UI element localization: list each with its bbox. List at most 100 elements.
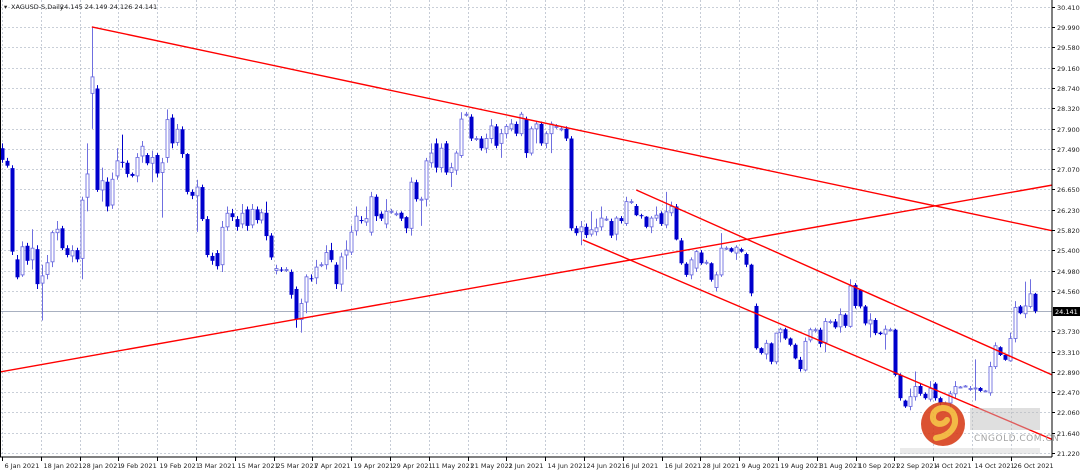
candle-bullish [85,143,90,212]
candle-bullish [509,119,514,132]
candle-body [170,117,175,144]
time-tick-label: 18 Jan 2021 [44,462,83,470]
candle-body [913,386,918,398]
candle-bullish [669,201,674,217]
candle-bullish [848,279,853,328]
price-tick-label: 29.160 [1057,65,1080,73]
candle-bearish [978,386,983,392]
trendlines[interactable] [0,26,1052,441]
candle-bullish [629,199,634,205]
candle-bearish [414,179,419,202]
candle-body [195,186,200,197]
candle-bullish [20,241,25,277]
candle-body [973,387,978,390]
candle-body [1028,293,1033,307]
collapse-arrow-icon[interactable]: ▾ [4,3,8,11]
candle-body [818,329,823,344]
candle-body [185,154,190,192]
candle-bearish [893,328,898,377]
candle-bullish [160,157,165,218]
candle-bearish [359,216,364,224]
candle-bullish [225,206,230,231]
candle-body [963,385,968,388]
candle-bearish [5,157,10,168]
current-price-label: 24.141 [1053,307,1080,316]
time-tick-label: 11 May 2021 [432,462,474,470]
candle-bullish [474,136,479,141]
candle-bullish [449,162,454,188]
candle-body [659,213,664,224]
candle-bearish [279,267,284,272]
candle-body [764,342,769,355]
candle-body [289,271,294,295]
price-tick-label: 25.820 [1057,227,1080,235]
candle-body [60,228,65,249]
price-tick-label: 22.470 [1057,389,1080,397]
candle-body [988,366,993,394]
time-tick-label: 3 Mar 2021 [199,462,236,470]
grid [0,0,1052,457]
candle-body [759,348,764,354]
price-tick-label: 29.580 [1057,44,1080,52]
price-tick-label: 24.980 [1057,268,1080,276]
candle-bullish [499,128,504,158]
candles [0,26,1038,411]
candle-bullish [55,221,60,241]
candle-body [499,133,504,144]
candle-bullish [1023,281,1028,319]
candle-bullish [439,143,444,173]
candle-body [135,156,140,177]
time-tick-label: 19 Aug 2021 [781,462,823,470]
candle-body [399,212,404,219]
candle-bearish [105,177,110,212]
candle-body [933,383,938,399]
candle-bearish [749,263,754,297]
candle-body [529,128,534,154]
candle-bullish [304,274,309,314]
candle-body [160,162,165,173]
candle-bullish [973,359,978,401]
candle-bullish [664,191,669,229]
time-tick-label: 19 Feb 2021 [160,462,200,470]
candle-body [958,386,963,389]
candle-body [674,206,679,240]
candle-body [614,217,619,235]
candle-bearish [798,356,803,372]
candle-bullish [534,121,539,144]
candle-bullish [594,218,599,236]
candle-bearish [898,373,903,401]
candle-body [893,329,898,375]
symbol-timeframe: XAGUSD-S,Daily [11,3,64,11]
candle-bullish [808,327,813,343]
candle-body [774,332,779,363]
ohlc-values: 24.145 24.149 24.126 24.141 [60,3,157,11]
candle-body [35,249,40,285]
candle-bearish [873,318,878,336]
candle-bearish [709,262,714,282]
candle-bullish [464,111,469,117]
candle-body [923,393,928,399]
candle-bearish [210,252,215,265]
candle-bullish [175,123,180,146]
candle-body [329,250,334,260]
time-tick-label: 4 Oct 2021 [936,462,972,470]
candle-bullish [339,252,344,292]
candle-body [504,125,509,135]
candle-bearish [1003,353,1008,361]
candle-bullish [429,143,434,168]
candle-body [314,266,319,279]
candle-bullish [993,342,998,370]
candle-bullish [364,206,369,226]
candle-body [255,209,260,221]
candle-bullish [579,221,584,246]
candle-bearish [185,153,190,195]
candle-bullish [299,298,304,333]
candle-body [75,250,80,260]
candle-body [140,145,145,157]
candle-bullish [649,216,654,234]
candle-bearish [818,327,823,348]
candle-body [689,259,694,276]
candle-bullish [135,153,140,183]
